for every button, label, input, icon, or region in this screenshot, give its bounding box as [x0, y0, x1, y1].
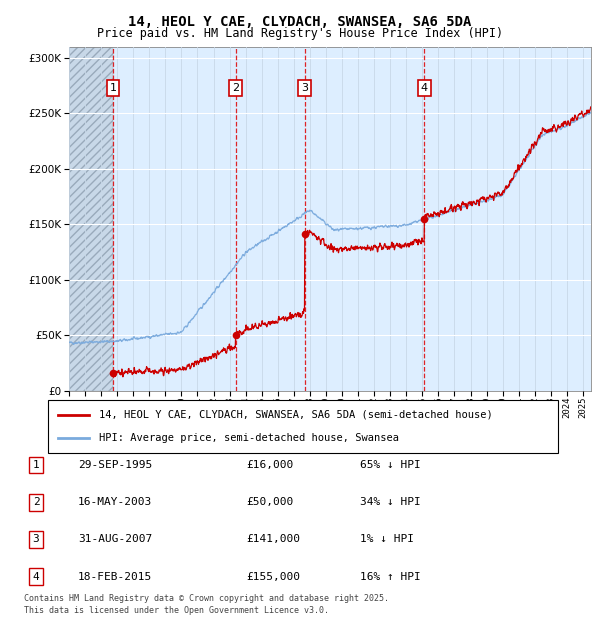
FancyBboxPatch shape — [48, 400, 558, 453]
Text: 16-MAY-2003: 16-MAY-2003 — [78, 497, 152, 507]
Text: 65% ↓ HPI: 65% ↓ HPI — [360, 460, 421, 470]
Text: 4: 4 — [32, 572, 40, 582]
Text: 2: 2 — [32, 497, 40, 507]
Text: 1% ↓ HPI: 1% ↓ HPI — [360, 534, 414, 544]
Text: Contains HM Land Registry data © Crown copyright and database right 2025.: Contains HM Land Registry data © Crown c… — [24, 593, 389, 603]
Bar — [69, 46, 113, 391]
Text: 1: 1 — [110, 83, 116, 93]
Text: 3: 3 — [32, 534, 40, 544]
Text: 4: 4 — [421, 83, 428, 93]
Text: 16% ↑ HPI: 16% ↑ HPI — [360, 572, 421, 582]
Text: 1: 1 — [32, 460, 40, 470]
Text: £16,000: £16,000 — [246, 460, 293, 470]
Text: 29-SEP-1995: 29-SEP-1995 — [78, 460, 152, 470]
Bar — [69, 46, 113, 391]
Text: £141,000: £141,000 — [246, 534, 300, 544]
Text: This data is licensed under the Open Government Licence v3.0.: This data is licensed under the Open Gov… — [24, 606, 329, 615]
Text: £155,000: £155,000 — [246, 572, 300, 582]
Text: 34% ↓ HPI: 34% ↓ HPI — [360, 497, 421, 507]
Text: £50,000: £50,000 — [246, 497, 293, 507]
Text: 2: 2 — [232, 83, 239, 93]
Text: 18-FEB-2015: 18-FEB-2015 — [78, 572, 152, 582]
Text: Price paid vs. HM Land Registry's House Price Index (HPI): Price paid vs. HM Land Registry's House … — [97, 27, 503, 40]
Text: 14, HEOL Y CAE, CLYDACH, SWANSEA, SA6 5DA: 14, HEOL Y CAE, CLYDACH, SWANSEA, SA6 5D… — [128, 16, 472, 30]
Text: 3: 3 — [301, 83, 308, 93]
Text: 14, HEOL Y CAE, CLYDACH, SWANSEA, SA6 5DA (semi-detached house): 14, HEOL Y CAE, CLYDACH, SWANSEA, SA6 5D… — [99, 410, 493, 420]
Text: 31-AUG-2007: 31-AUG-2007 — [78, 534, 152, 544]
Text: HPI: Average price, semi-detached house, Swansea: HPI: Average price, semi-detached house,… — [99, 433, 399, 443]
